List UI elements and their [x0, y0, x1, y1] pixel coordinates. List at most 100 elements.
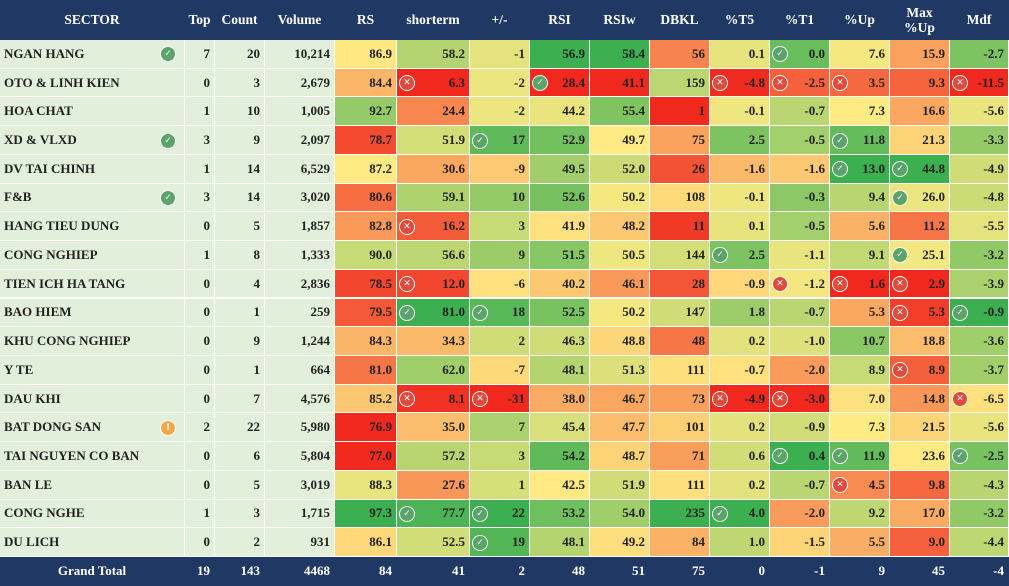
value-cell: 34.3 [397, 327, 470, 356]
value-cell: 9 [215, 327, 265, 356]
total-label: Grand Total [0, 557, 185, 586]
value-cell: -6 [470, 269, 530, 299]
value-cell: 111 [650, 355, 710, 385]
value-cell: 5,980 [265, 413, 335, 443]
check-icon: ✓ [773, 47, 787, 62]
value-cell: 49.7 [590, 126, 650, 155]
cross-icon: ✕ [713, 76, 727, 91]
cross-icon: ✕ [773, 392, 787, 407]
sector-name: DAU KHI [0, 384, 185, 414]
header-text: Top [188, 12, 211, 27]
value-cell: -1.6 [710, 154, 770, 184]
value-cell: 259 [265, 298, 335, 328]
value-cell: 47.7 [590, 413, 650, 443]
value-cell: 76.9 [335, 413, 397, 443]
value-cell: 3 [470, 442, 530, 471]
value-cell: -3.2 [950, 241, 1009, 270]
value-cell: 5.6 [830, 212, 890, 242]
sector-name: BAN LE [0, 470, 185, 500]
value-cell: 144 [650, 241, 710, 270]
value-cell: 81.0 [335, 355, 397, 385]
value-cell: 51.9 [397, 126, 470, 155]
sector-name: HANG TIEU DUNG [0, 212, 185, 242]
header-text: Mdf [966, 12, 992, 27]
value-cell: 92.7 [335, 97, 397, 127]
check-icon: ✓ [161, 190, 175, 205]
check-icon: ✓ [833, 449, 847, 464]
check-icon: ✓ [893, 248, 907, 263]
value-cell: 52.6 [530, 183, 590, 213]
sector-name: TIEN ICH HA TANG [0, 269, 185, 299]
header-text: %T5 [724, 12, 755, 27]
column-header: RSI [530, 0, 590, 40]
value-cell: 84.3 [335, 327, 397, 356]
value-cell: 53.2 [530, 499, 590, 529]
total-cell: 4468 [265, 557, 335, 586]
total-cell: 48 [530, 557, 590, 586]
value-cell: 3 [215, 499, 265, 529]
value-cell: -0.9 [710, 269, 770, 299]
sector-name: TAI NGUYEN CO BAN [0, 442, 185, 471]
value-cell: -3.3 [950, 126, 1009, 155]
value-cell: 0 [185, 384, 215, 414]
value-cell: 40.2 [530, 269, 590, 299]
value-cell: 5.5 [830, 528, 890, 557]
value-cell: 44.2 [530, 97, 590, 127]
value-cell: 7.3 [830, 413, 890, 443]
column-header: Count [215, 0, 265, 40]
value-cell: 55.4 [590, 97, 650, 127]
value-cell: 21.5 [890, 413, 950, 443]
value-cell: 11.9 [830, 442, 890, 471]
total-cell: -4 [950, 557, 1009, 586]
column-header: +/- [470, 0, 530, 40]
value-cell: 10 [470, 183, 530, 213]
column-header: SECTOR [0, 0, 185, 40]
value-cell: 1 [185, 499, 215, 529]
column-header: Top [185, 0, 215, 40]
value-cell: -5.6 [950, 97, 1009, 127]
value-cell: 1 [215, 298, 265, 328]
column-header: %T5 [710, 0, 770, 40]
value-cell: 58.2 [397, 40, 470, 69]
total-cell: 0 [710, 557, 770, 586]
value-cell: 10 [215, 97, 265, 127]
value-cell: 16.6 [890, 97, 950, 127]
value-cell: 6 [215, 442, 265, 471]
cross-icon: ✕ [400, 392, 414, 407]
value-cell: 235 [650, 499, 710, 529]
value-cell: 78.5 [335, 269, 397, 299]
sector-name: HOA CHAT [0, 97, 185, 127]
value-cell: 9.4 [830, 183, 890, 213]
value-cell: 14 [215, 154, 265, 184]
value-cell: 20 [215, 40, 265, 69]
value-cell: 28 [650, 269, 710, 299]
value-cell: 1,333 [265, 241, 335, 270]
value-cell: 48.8 [590, 327, 650, 356]
value-cell: 41.9 [530, 212, 590, 242]
header-text: DBKL [660, 12, 699, 27]
sector-name: BAO HIEM [0, 298, 185, 328]
header-text: shorterm [406, 12, 460, 27]
value-cell: 84.4 [335, 68, 397, 98]
value-cell: 44.8 [890, 154, 950, 184]
value-cell: 2,097 [265, 126, 335, 155]
header-text: Count [221, 12, 258, 27]
value-cell: 0 [185, 298, 215, 328]
value-cell: 51.3 [590, 355, 650, 385]
value-cell: -4.3 [950, 470, 1009, 500]
value-cell: 5.3 [830, 298, 890, 328]
value-cell: 97.3 [335, 499, 397, 529]
value-cell: 3 [185, 183, 215, 213]
value-cell: 71 [650, 442, 710, 471]
sector-name: CONG NGHIEP [0, 241, 185, 270]
value-cell: 88.3 [335, 470, 397, 500]
value-cell: 8 [215, 241, 265, 270]
check-icon: ✓ [953, 305, 967, 320]
check-icon: ✓ [893, 162, 907, 177]
check-icon: ✓ [161, 133, 175, 148]
value-cell: 35.0 [397, 413, 470, 443]
value-cell: 0 [185, 470, 215, 500]
value-cell: 17.0 [890, 499, 950, 529]
value-cell: -1.5 [770, 528, 830, 557]
value-cell: 86.9 [335, 40, 397, 69]
